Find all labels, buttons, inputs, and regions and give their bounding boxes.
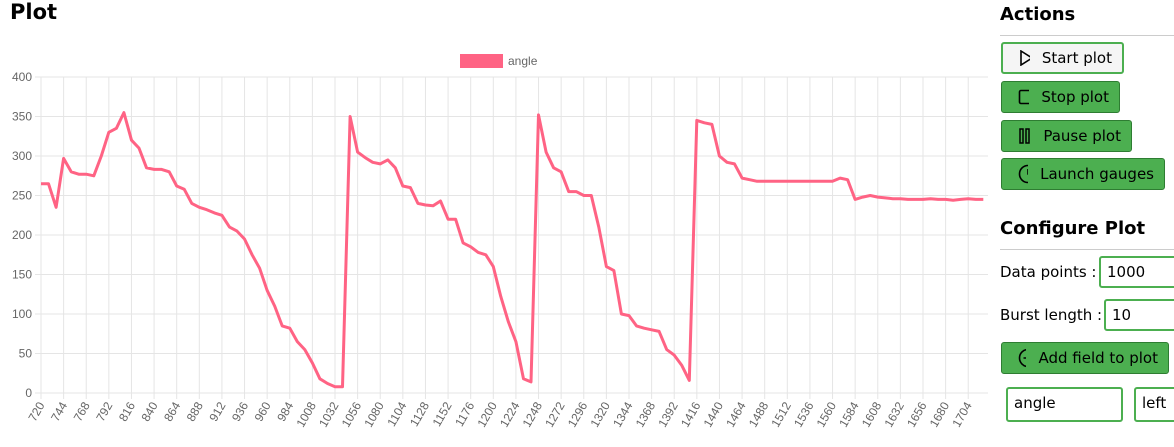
plus-icon (1018, 348, 1027, 368)
y-tick-label: 50 (19, 347, 33, 361)
play-icon (1020, 50, 1030, 66)
x-tick-label: 960 (252, 399, 274, 424)
button-label: Stop plot (1041, 88, 1109, 106)
stop-button[interactable]: Stop plot (1001, 81, 1120, 113)
gauges-button[interactable]: Launch gauges (1001, 158, 1165, 190)
sidebar: Actions Start plot Stop plot Pause plot … (1000, 0, 1174, 447)
button-label: Pause plot (1043, 127, 1121, 145)
x-tick-label: 1344 (610, 399, 636, 429)
legend-label: angle (508, 54, 538, 68)
x-tick-label: 936 (229, 399, 251, 424)
data-points-input[interactable]: 1000 (1099, 256, 1174, 288)
x-tick-label: 1056 (339, 399, 365, 429)
x-tick-label: 840 (139, 399, 161, 424)
legend-swatch (460, 54, 503, 68)
x-tick-label: 1296 (565, 399, 591, 429)
actions-title: Actions (1000, 4, 1076, 25)
y-tick-label: 150 (12, 268, 32, 282)
separator (1000, 249, 1174, 250)
x-tick-label: 1104 (384, 399, 409, 429)
field-label: Burst length : (1000, 306, 1103, 324)
x-tick-label: 1272 (542, 399, 568, 429)
separator (1000, 35, 1174, 36)
x-tick-label: 1224 (497, 399, 523, 429)
x-tick-label: 816 (116, 399, 138, 424)
y-tick-label: 250 (12, 189, 32, 203)
add-field-button[interactable]: Add field to plot (1001, 342, 1169, 374)
x-tick-label: 1416 (678, 399, 704, 429)
x-tick-label: 792 (93, 399, 115, 424)
x-tick-label: 1512 (768, 399, 794, 429)
x-tick-label: 1152 (430, 399, 455, 429)
x-tick-label: 864 (161, 399, 183, 424)
clock-icon (1018, 164, 1029, 184)
y-tick-label: 0 (25, 386, 32, 400)
button-label: Add field to plot (1038, 349, 1158, 367)
page-title: Plot (10, 0, 58, 24)
configure-title: Configure Plot (1000, 218, 1146, 239)
y-tick-label: 300 (12, 149, 32, 163)
x-tick-label: 1200 (474, 399, 500, 429)
x-tick-label: 1392 (655, 399, 681, 429)
x-tick-label: 888 (184, 399, 206, 424)
x-tick-label: 768 (71, 399, 93, 424)
pause-button[interactable]: Pause plot (1001, 120, 1132, 152)
x-tick-label: 912 (206, 399, 228, 424)
x-tick-label: 744 (48, 399, 70, 424)
x-tick-label: 1488 (746, 399, 772, 429)
x-tick-label: 1176 (452, 399, 477, 429)
y-tick-label: 400 (12, 70, 32, 84)
stop-icon (1018, 89, 1030, 105)
y-tick-label: 350 (12, 110, 32, 124)
x-tick-label: 1536 (791, 399, 817, 429)
x-tick-label: 1560 (814, 399, 840, 429)
pause-icon (1019, 128, 1030, 144)
x-tick-label: 1704 (949, 399, 975, 429)
x-tick-label: 1608 (859, 399, 885, 429)
x-tick-label: 1128 (407, 399, 432, 429)
start-button[interactable]: Start plot (1001, 42, 1124, 74)
x-tick-label: 1320 (587, 399, 613, 429)
x-tick-label: 1440 (701, 399, 727, 429)
x-tick-label: 720 (25, 399, 47, 424)
x-tick-label: 1368 (633, 399, 659, 429)
button-label: Launch gauges (1040, 165, 1154, 183)
x-tick-label: 1680 (927, 399, 953, 429)
data-line (41, 111, 984, 389)
y-tick-label: 200 (12, 228, 32, 242)
x-tick-label: 984 (274, 399, 296, 424)
field-name-input[interactable]: angle (1006, 387, 1123, 422)
x-tick-label: 1080 (361, 399, 387, 429)
x-tick-label: 1032 (316, 399, 342, 429)
x-tick-label: 1008 (294, 399, 320, 429)
x-tick-label: 1656 (904, 399, 930, 429)
axis-select[interactable]: left (1134, 387, 1174, 422)
y-tick-label: 100 (12, 307, 32, 321)
x-tick-label: 1464 (723, 399, 749, 429)
x-tick-label: 1248 (520, 399, 546, 429)
field-label: Data points : (1000, 263, 1097, 281)
x-tick-label: 1632 (881, 399, 907, 429)
button-label: Start plot (1041, 49, 1112, 67)
burst-length-input[interactable]: 10 (1104, 299, 1174, 331)
x-tick-label: 1584 (836, 399, 862, 429)
